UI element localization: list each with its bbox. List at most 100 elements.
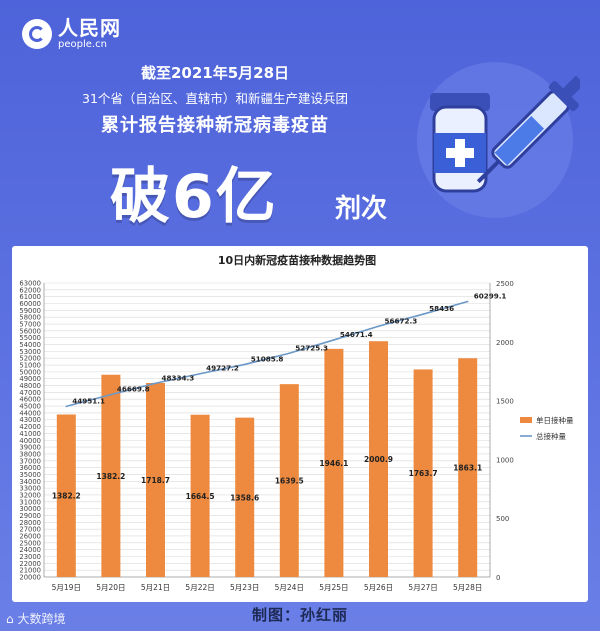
left-axis-tick-label: 23000 (19, 553, 41, 561)
line-data-label: 54671.4 (340, 330, 373, 339)
left-axis-tick-label: 34000 (19, 478, 41, 486)
left-axis-tick-label: 37000 (19, 457, 41, 465)
date-line: 截至2021年5月28日 (140, 64, 290, 82)
line-point (377, 325, 380, 328)
left-axis-tick-label: 59000 (19, 307, 41, 315)
bar-data-label: 1664.5 (186, 492, 215, 501)
left-axis-tick-label: 52000 (19, 355, 41, 363)
line-data-label: 48334.3 (162, 373, 195, 382)
bar-daily-doses (146, 382, 165, 577)
x-axis-tick-label: 5月28日 (453, 583, 482, 592)
bar-daily-doses (279, 384, 299, 577)
left-axis-tick-label: 28000 (19, 519, 41, 527)
left-axis-tick-label: 46000 (19, 396, 41, 404)
right-axis-tick-label: 1500 (496, 398, 514, 406)
line-data-label: 60299.1 (474, 291, 507, 300)
watermark: ⌂ 大数跨境 (6, 610, 65, 627)
line-point (154, 382, 157, 385)
left-axis-tick-label: 43000 (19, 416, 41, 424)
left-axis-tick-label: 55000 (19, 334, 41, 342)
line-point (466, 300, 469, 303)
x-axis-tick-label: 5月19日 (52, 583, 81, 592)
left-axis-tick-label: 39000 (19, 444, 41, 452)
line-point (243, 363, 246, 366)
line-data-label: 49727.2 (206, 364, 239, 373)
bar-daily-doses (190, 414, 210, 577)
line-point (199, 372, 201, 375)
x-axis-tick-label: 5月24日 (275, 583, 304, 592)
left-axis-tick-label: 21000 (19, 567, 41, 575)
left-axis-tick-label: 32000 (19, 491, 41, 499)
line-data-label: 52725.3 (295, 343, 328, 352)
x-axis-tick-label: 5月26日 (364, 583, 393, 592)
left-axis-tick-label: 58000 (19, 314, 41, 322)
x-axis-tick-label: 5月22日 (185, 583, 214, 592)
line-data-label: 46669.8 (117, 385, 150, 394)
line-point (422, 313, 424, 316)
x-axis-tick-label: 5月27日 (408, 583, 437, 592)
bar-daily-doses (369, 341, 388, 577)
left-axis-tick-label: 49000 (19, 375, 41, 383)
left-axis-tick-label: 44000 (19, 409, 41, 417)
left-axis-tick-label: 31000 (19, 498, 41, 506)
vaccination-trend-chart: 10日内新冠疫苗接种数据趋势图2000021000220002300024000… (19, 253, 574, 592)
bar-daily-doses (101, 374, 121, 577)
line-point (333, 339, 335, 341)
left-axis-tick-label: 54000 (19, 341, 41, 349)
left-axis-tick-label: 26000 (19, 532, 41, 540)
chart-title: 10日内新冠疫苗接种数据趋势图 (218, 253, 376, 267)
left-axis-tick-label: 36000 (19, 464, 41, 472)
topic-line: 累计报告接种新冠病毒疫苗 (101, 115, 329, 136)
bar-daily-doses (458, 358, 478, 577)
left-axis-tick-label: 29000 (19, 512, 41, 520)
x-axis-tick-label: 5月25日 (319, 583, 348, 592)
line-point (65, 405, 68, 408)
bar-data-label: 1763.7 (409, 469, 438, 478)
bar-data-label: 1639.5 (275, 477, 304, 486)
watermark-text: 大数跨境 (17, 612, 66, 626)
chart-credit: 制图：孙红丽 (251, 606, 348, 624)
x-axis-tick-label: 5月21日 (141, 583, 170, 592)
left-axis-tick-label: 30000 (19, 505, 41, 513)
chart-card: 10日内新冠疫苗接种数据趋势图 20000 21000 22000 23000 24000… (12, 246, 588, 602)
left-axis-tick-label: 63000 (19, 280, 41, 288)
x-axis-tick-label: 5月23日 (230, 583, 259, 592)
logo-domain: people.cn (58, 39, 107, 50)
left-axis-tick-label: 41000 (19, 430, 41, 438)
people-cn-logo: 人民网 people.cn (22, 18, 121, 50)
left-axis-tick-label: 53000 (19, 348, 41, 356)
line-point (288, 352, 291, 355)
bar-daily-doses (56, 414, 76, 577)
left-axis-tick-label: 20000 (19, 574, 41, 582)
line-data-label: 56672.3 (385, 316, 418, 325)
left-axis-tick-label: 47000 (19, 389, 41, 397)
scope-line: 31个省（自治区、直辖市）和新疆生产建设兵团 (82, 91, 348, 106)
left-axis-tick-label: 50000 (19, 368, 41, 376)
bar-daily-doses (413, 369, 433, 577)
vaccine-syringe-icon (417, 62, 580, 218)
logo-name: 人民网 (58, 16, 121, 40)
left-axis-tick-label: 25000 (19, 539, 41, 547)
line-data-label: 51085.8 (251, 354, 284, 363)
right-axis-tick-label: 1000 (496, 456, 514, 464)
bar-data-label: 1946.1 (319, 459, 348, 468)
left-axis-tick-label: 48000 (19, 382, 41, 390)
line-point (110, 393, 112, 396)
line-total-doses (66, 300, 468, 408)
legend-label-daily: 单日接种量 (536, 415, 574, 425)
bar-data-label: 1382.2 (52, 492, 81, 501)
bar-data-label: 2000.9 (364, 455, 393, 464)
right-axis-tick-label: 2500 (496, 280, 514, 288)
left-axis-tick-label: 22000 (19, 560, 41, 568)
right-axis-tick-label: 2000 (496, 339, 514, 347)
legend-swatch-daily (520, 417, 532, 423)
bar-data-label: 1718.7 (141, 476, 170, 485)
left-axis-tick-label: 35000 (19, 471, 41, 479)
bar-data-label: 1863.1 (453, 464, 482, 473)
bar-daily-doses (324, 348, 344, 577)
headline-number: 破6亿 (110, 162, 278, 232)
left-axis-tick-label: 61000 (19, 293, 41, 301)
left-axis-tick-label: 38000 (19, 450, 41, 458)
left-axis-tick-label: 60000 (19, 300, 41, 308)
right-axis-tick-label: 500 (496, 515, 509, 523)
